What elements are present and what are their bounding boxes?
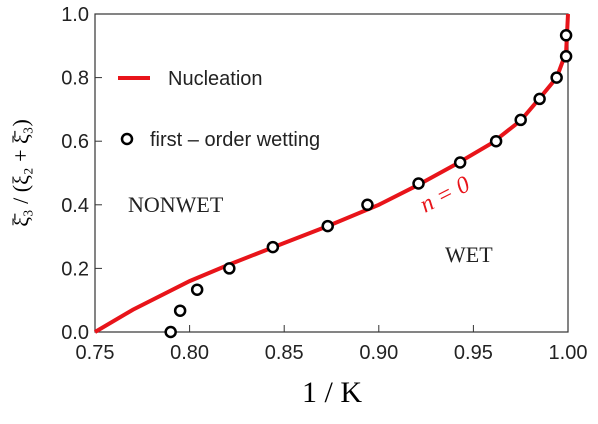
x-axis-label: 1 / K [302,376,362,409]
legend-label: Nucleation [168,68,263,90]
wetting-point [412,177,425,190]
wetting-point [489,134,503,148]
y-tick-label: 0.0 [61,322,89,344]
plot-frame [94,13,569,333]
wetting-point [559,50,573,63]
wetting-point [559,29,573,42]
y-tick-label: 0.6 [61,131,89,153]
x-tick-label: 1.00 [549,342,588,364]
y-axis-label: ξ̄₃ / (ξ₂ + ξ̄₃) [8,119,33,227]
wetting-point [550,71,563,84]
wetting-point [533,92,546,106]
y-tick-label: 1.0 [61,4,89,26]
curve-label: n = 0 [416,171,474,218]
wetting-point [361,198,374,212]
x-tick-label: 0.90 [359,342,398,364]
x-tick-label: 0.75 [76,342,115,364]
legend-label: first – order wetting [150,129,320,151]
wetting-point [164,325,177,339]
wetting-point [266,240,280,254]
nucleation-line [93,13,570,334]
wetting-point [173,304,187,317]
wetting-point [453,156,467,169]
legend-swatch [120,132,134,146]
y-tick-label: 0.4 [61,195,89,217]
x-tick-label: 0.95 [454,342,493,364]
wetting-point [190,283,204,296]
x-tick-label: 0.85 [265,342,304,364]
y-tick-label: 0.8 [61,68,89,90]
wetting-point [321,219,334,233]
y-tick-label: 0.2 [61,258,89,280]
wetting-point [514,113,527,127]
wetting-point [223,262,236,275]
region-label: WET [445,242,493,267]
region-label: NONWET [128,192,224,217]
x-tick-label: 0.80 [170,342,209,364]
